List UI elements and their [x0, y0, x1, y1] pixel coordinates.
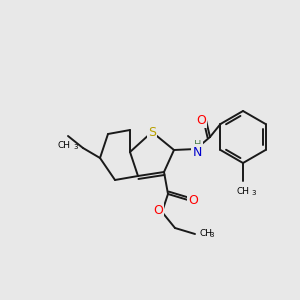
Text: N: N: [192, 146, 202, 158]
Text: 3: 3: [251, 190, 256, 196]
Text: 3: 3: [209, 232, 214, 238]
Text: H: H: [194, 140, 202, 150]
Text: O: O: [153, 205, 163, 218]
Text: S: S: [148, 125, 156, 139]
Text: CH: CH: [200, 229, 213, 238]
Text: CH: CH: [58, 141, 70, 150]
Text: O: O: [196, 113, 206, 127]
Text: O: O: [188, 194, 198, 206]
Text: CH: CH: [236, 187, 250, 196]
Text: 3: 3: [73, 144, 77, 150]
